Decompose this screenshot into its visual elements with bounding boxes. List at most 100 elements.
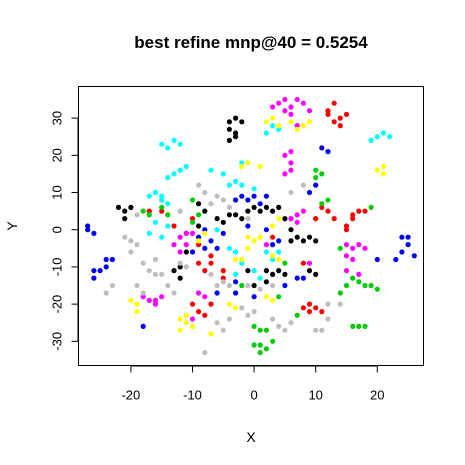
data-point-blue [276, 238, 282, 244]
data-point-black [282, 216, 288, 222]
data-point-yellow [374, 167, 380, 173]
data-point-blue [399, 234, 405, 240]
data-point-green [282, 260, 288, 266]
data-point-green [257, 342, 263, 348]
data-point-green [350, 323, 356, 329]
data-point-cyan [171, 137, 177, 143]
data-point-magenta [356, 271, 362, 277]
data-point-cyan [233, 271, 239, 277]
data-point-gray [109, 282, 115, 289]
data-point-black [122, 216, 128, 222]
data-point-yellow [134, 301, 140, 307]
data-point-gray [220, 327, 226, 333]
data-point-cyan [146, 230, 152, 236]
data-point-yellow [263, 119, 269, 125]
data-point-green [362, 323, 368, 329]
data-point-red [325, 111, 331, 117]
data-point-blue [251, 193, 257, 199]
data-point-green [343, 282, 350, 289]
y-tick-label: 30 [50, 111, 65, 125]
data-point-green [263, 327, 269, 333]
data-point-magenta [189, 230, 196, 236]
data-point-gray [214, 193, 220, 199]
data-point-blue [208, 238, 214, 244]
data-point-cyan [159, 193, 165, 199]
data-point-red [337, 123, 343, 129]
data-point-gray [214, 282, 220, 289]
data-point-yellow [306, 119, 313, 125]
data-point-green [294, 312, 300, 318]
data-point-yellow [233, 256, 239, 263]
data-point-green [368, 204, 374, 210]
data-point-magenta [288, 149, 294, 155]
data-point-gray [245, 216, 251, 222]
data-point-magenta [152, 297, 159, 303]
data-point-red [350, 212, 356, 218]
data-point-red [331, 216, 337, 222]
data-point-red [337, 115, 343, 121]
data-point-cyan [233, 249, 239, 255]
data-point-black [306, 234, 313, 240]
data-point-magenta [294, 219, 300, 225]
data-point-yellow [245, 160, 251, 166]
data-point-blue [97, 268, 103, 274]
data-point-cyan [239, 182, 245, 188]
y-tick-label: -20 [50, 295, 65, 314]
data-point-red [202, 268, 208, 274]
data-point-blue [263, 227, 269, 233]
data-point-black [214, 216, 220, 222]
plot-frame [78, 86, 424, 366]
data-point-cyan [233, 178, 239, 184]
data-point-gray [226, 316, 232, 322]
data-point-gray [208, 271, 214, 277]
data-point-red [306, 301, 313, 307]
data-point-green [239, 282, 245, 289]
data-point-green [146, 212, 152, 218]
data-point-cyan [177, 167, 183, 173]
data-point-green [140, 208, 146, 214]
data-point-gray [202, 189, 208, 196]
data-point-blue [245, 223, 251, 229]
data-point-gray [245, 312, 251, 318]
data-point-yellow [270, 297, 276, 303]
data-point-blue [91, 268, 97, 274]
data-point-yellow [380, 163, 387, 170]
data-point-red [362, 208, 368, 214]
data-point-gray [165, 282, 171, 289]
data-point-gray [134, 282, 140, 289]
data-point-black [263, 279, 269, 285]
data-point-red [306, 309, 313, 315]
data-point-cyan [183, 163, 189, 170]
data-point-cyan [208, 167, 214, 173]
data-point-gray [226, 282, 232, 289]
data-point-gray [171, 290, 177, 296]
data-point-red [196, 260, 202, 266]
data-point-yellow [276, 256, 282, 263]
data-point-gray [270, 282, 276, 289]
data-point-gray [183, 264, 189, 270]
data-point-magenta [306, 260, 313, 266]
data-point-magenta [288, 216, 294, 222]
data-point-green [374, 286, 380, 292]
data-point-magenta [270, 104, 276, 110]
data-point-cyan [270, 123, 276, 129]
data-point-magenta [350, 245, 356, 251]
x-tick-label: 20 [370, 388, 384, 403]
x-tick-label: 0 [250, 388, 257, 403]
data-point-yellow [183, 320, 189, 326]
data-point-black [239, 216, 245, 222]
data-point-cyan [239, 160, 245, 166]
data-point-black [288, 227, 294, 233]
data-point-yellow [134, 309, 140, 315]
data-point-gray [282, 327, 288, 333]
data-point-gray [251, 309, 257, 315]
data-point-cyan [165, 145, 171, 151]
y-axis: -30 -20 -10 0 10 20 30 [50, 111, 79, 351]
data-point-blue [220, 230, 226, 236]
data-point-cyan [146, 193, 152, 199]
data-point-blue [103, 256, 109, 263]
y-tick-label: 0 [50, 226, 65, 233]
data-point-blue [189, 249, 196, 255]
data-point-magenta [343, 253, 350, 259]
